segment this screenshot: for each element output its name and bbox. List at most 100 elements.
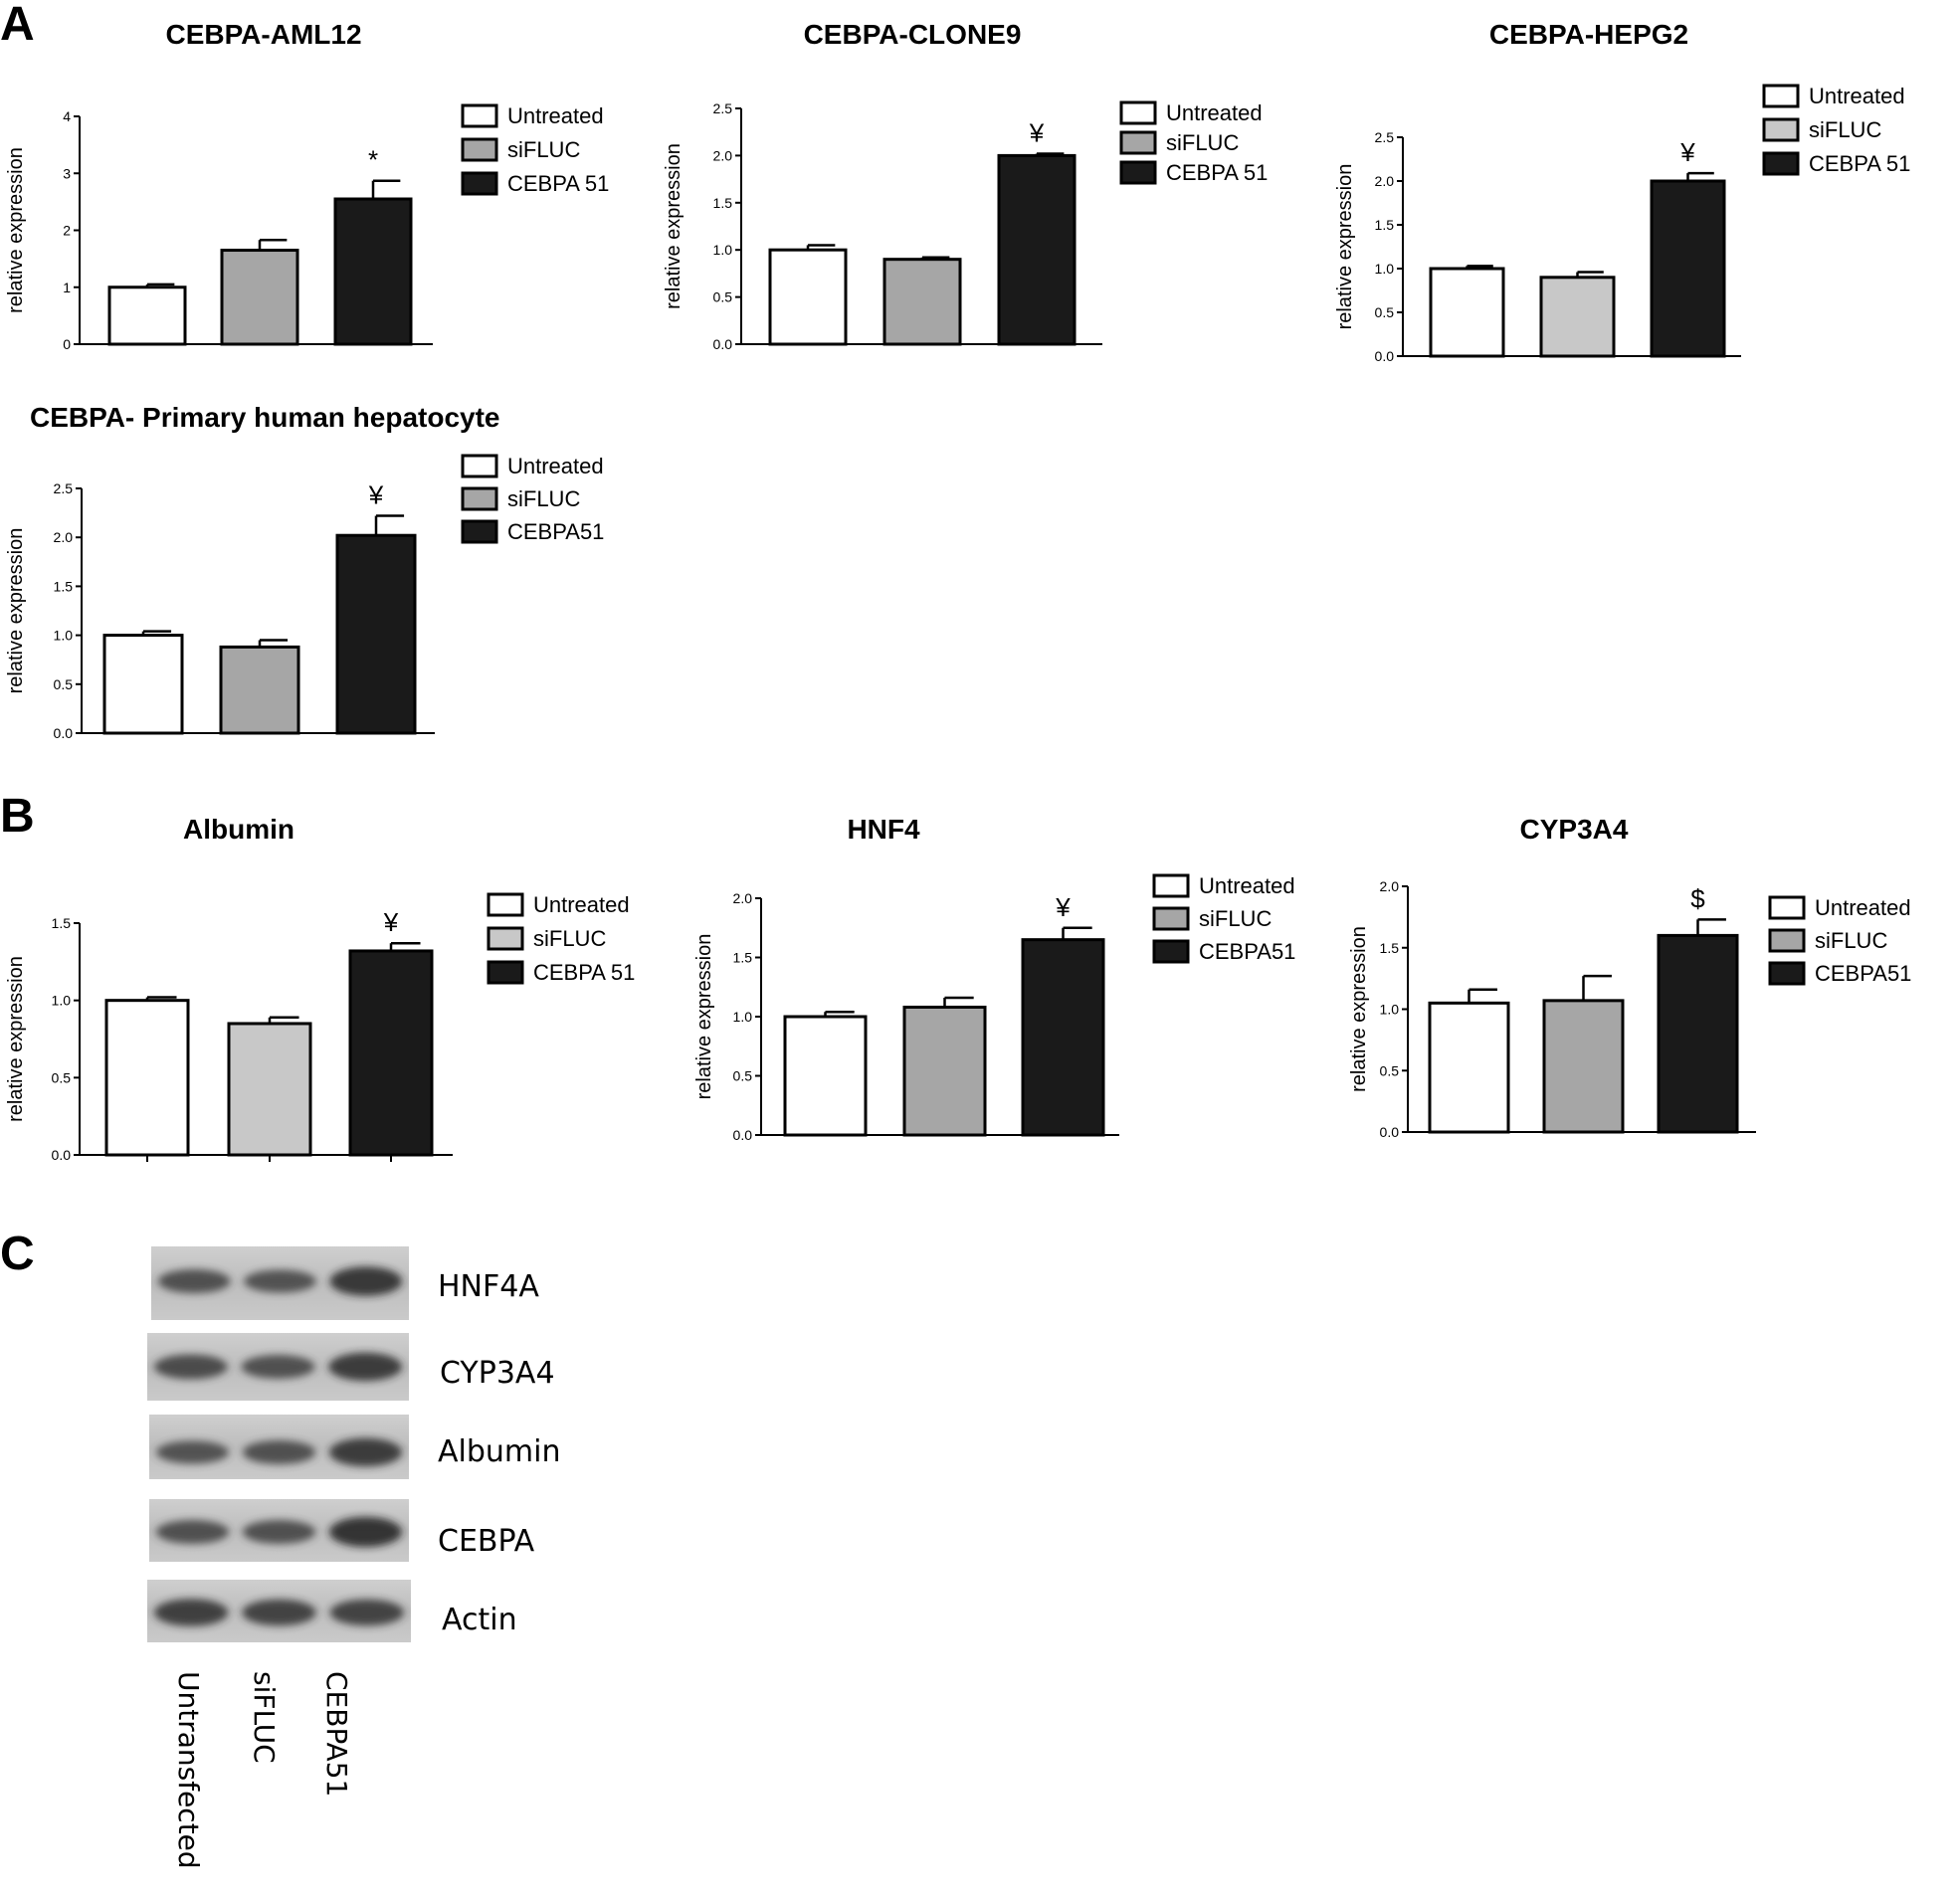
legend-label: Untreated (1809, 84, 1905, 108)
legend-swatch (1762, 151, 1800, 176)
legend-swatch (461, 486, 498, 511)
legend-label: Untreated (1815, 895, 1911, 920)
bar-cebpa51 (335, 533, 417, 735)
y-tick-label: 2 (63, 223, 71, 239)
bar-sifluc (1542, 999, 1625, 1134)
blot-band-label: Albumin (438, 1434, 561, 1469)
bar-charts: CEBPA-AML12 relative expression 0 1 2 3 4 * Untr… (5, 19, 1911, 1163)
y-axis-label: relative expression (5, 528, 27, 694)
chart-title: HNF4 (847, 814, 920, 845)
blot-band (155, 1520, 230, 1544)
y-tick-label: 3 (63, 165, 71, 181)
blot-band (154, 1354, 228, 1380)
y-tick-label: 2.0 (1380, 878, 1400, 894)
significance-marker: ¥ (368, 480, 384, 510)
y-tick-label: 0.0 (733, 1127, 753, 1143)
bar-sifluc (902, 1005, 987, 1137)
y-tick-label: 0.5 (54, 676, 74, 692)
chart-title: CEBPA-HEPG2 (1489, 19, 1688, 50)
significance-marker: ¥ (383, 907, 399, 937)
blot-band (244, 1269, 316, 1293)
y-tick-label: 2.5 (1375, 129, 1395, 145)
bar-sifluc (227, 1022, 312, 1157)
legend-label: CEBPA51 (1199, 939, 1295, 964)
y-axis-label: relative expression (663, 143, 685, 309)
legend-label: siFLUC (1815, 928, 1887, 953)
chart-title: CYP3A4 (1520, 814, 1629, 845)
legend-label: Untreated (507, 454, 604, 478)
y-tick-label: 0 (63, 336, 71, 352)
chart-hepg2: CEBPA-HEPG2 relative expression 0.0 0.5 1.0 1… (1334, 19, 1910, 364)
panel-label-c: C (0, 1228, 35, 1280)
legend-swatch (1768, 895, 1806, 920)
blot-band (242, 1520, 316, 1544)
bar-cebpa-51 (333, 197, 413, 346)
legend-swatch (1119, 160, 1157, 185)
bar-untreated (104, 999, 190, 1157)
legend-label: Untreated (507, 103, 604, 128)
y-tick-label: 1.5 (1375, 217, 1395, 233)
legend-label: Untreated (1199, 873, 1295, 898)
chart-title: Albumin (183, 814, 294, 845)
bar-cebpa-51 (1650, 179, 1726, 358)
chart-primary: CEBPA- Primary human hepatocyte relative … (5, 402, 604, 741)
bar-sifluc (220, 249, 299, 346)
blot-band (329, 1266, 403, 1296)
legend-swatch (1152, 939, 1190, 964)
chart-albumin: Albumin relative expression 0.0 0.5 1.0 1.5 ¥ U… (5, 814, 635, 1163)
legend-swatch (1762, 117, 1800, 142)
bar-sifluc (219, 645, 300, 735)
y-tick-label: 4 (63, 108, 71, 124)
blot-band (157, 1269, 231, 1293)
lane-label: CEBPA51 (320, 1671, 353, 1797)
y-tick-label: 0.5 (1380, 1062, 1400, 1078)
y-axis-label: relative expression (5, 147, 27, 313)
y-tick-label: 2.5 (713, 100, 733, 116)
bar-cebpa-51 (997, 153, 1077, 346)
legend-label: CEBPA 51 (533, 960, 635, 985)
bar-cebpa-51 (348, 949, 434, 1157)
legend-swatch (1152, 873, 1190, 898)
bar-untreated (1428, 1001, 1510, 1134)
blot-band (328, 1437, 403, 1467)
y-tick-label: 1.5 (713, 195, 733, 211)
y-tick-label: 2.0 (1375, 173, 1395, 189)
chart-hnf4: HNF4 relative expression 0.0 0.5 1.0 1.5 2.0 ¥ U… (693, 814, 1295, 1143)
blot-strip-hnf4a: HNF4A (151, 1246, 539, 1320)
legend-swatch (461, 103, 498, 128)
y-tick-label: 0.0 (52, 1147, 72, 1163)
y-tick-label: 2.0 (54, 529, 74, 545)
y-tick-label: 2.0 (713, 147, 733, 163)
legend-label: CEBPA 51 (507, 171, 609, 196)
y-tick-label: 1.0 (52, 993, 72, 1009)
blot-band (154, 1599, 229, 1626)
y-tick-label: 1.0 (733, 1009, 753, 1025)
y-tick-label: 1.5 (54, 578, 74, 594)
y-tick-label: 0.5 (52, 1069, 72, 1085)
legend-label: siFLUC (1809, 117, 1881, 142)
blot-band (328, 1352, 402, 1382)
blot-strip-albumin: Albumin (149, 1415, 561, 1479)
significance-marker: ¥ (1055, 892, 1071, 922)
y-tick-label: 1.0 (1375, 261, 1395, 277)
legend-label: siFLUC (1199, 906, 1272, 931)
legend-swatch (1119, 100, 1157, 125)
blot-band (242, 1599, 316, 1626)
blot-band (155, 1440, 230, 1464)
y-tick-label: 1.0 (54, 628, 74, 644)
chart-clone9: CEBPA-CLONE9 relative expression 0.0 0.5 1.0… (663, 19, 1268, 352)
legend-swatch (461, 171, 498, 196)
legend-label: siFLUC (533, 926, 606, 951)
y-axis-label: relative expression (693, 934, 715, 1100)
bar-untreated (1429, 267, 1505, 358)
legend-label: CEBPA 51 (1166, 160, 1268, 185)
significance-marker: ¥ (1679, 137, 1695, 167)
blot-band (241, 1355, 315, 1379)
panel-label-a: A (0, 0, 35, 51)
western-blot: HNF4A CYP3A4 Albumin CEBPA Actin Untransfecte… (147, 1246, 561, 1869)
y-tick-label: 1.0 (1380, 1002, 1400, 1018)
chart-title: CEBPA-AML12 (165, 19, 361, 50)
bar-cebpa51 (1657, 933, 1739, 1134)
legend-label: CEBPA51 (507, 519, 604, 544)
legend-swatch (1768, 961, 1806, 986)
